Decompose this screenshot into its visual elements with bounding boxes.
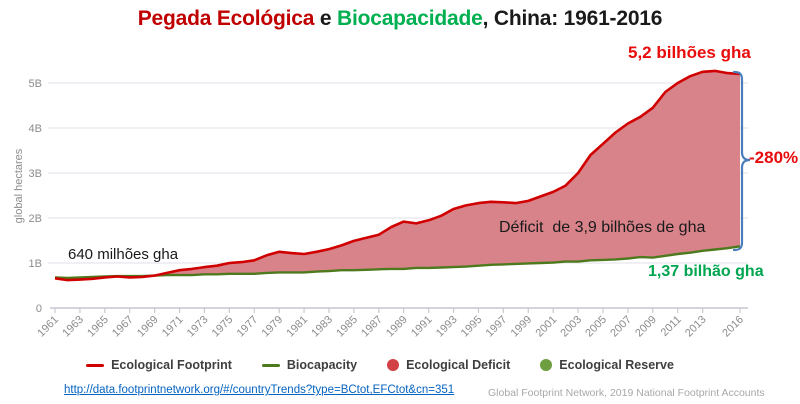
source-data-link[interactable]: http://data.footprintnetwork.org/#/count… <box>64 384 455 396</box>
svg-text:4B: 4B <box>29 123 42 135</box>
svg-text:2013: 2013 <box>683 314 709 340</box>
ecological-footprint-marker-icon <box>86 363 105 367</box>
legend-label: Ecological Deficit <box>406 358 511 372</box>
svg-text:5B: 5B <box>29 78 42 90</box>
svg-text:1977: 1977 <box>235 314 261 340</box>
legend-item-ecological-deficit: Ecological Deficit <box>387 358 510 372</box>
annotation-footprint-end: 5,2 bilhões gha <box>628 43 751 62</box>
svg-text:1987: 1987 <box>359 314 385 340</box>
page-title: Pegada Ecológica e Biocapacidade, China:… <box>0 7 800 31</box>
deficit-brace <box>732 70 751 252</box>
svg-text:1993: 1993 <box>434 314 460 340</box>
ecological-deficit-marker-icon <box>387 359 400 371</box>
svg-text:2001: 2001 <box>534 314 560 340</box>
svg-text:1991: 1991 <box>409 314 435 340</box>
annotation-start-value: 640 milhões gha <box>68 246 179 263</box>
svg-text:1995: 1995 <box>459 314 485 340</box>
svg-text:1963: 1963 <box>60 314 86 340</box>
ecological-reserve-marker-icon <box>540 359 553 371</box>
legend-item-ecological-reserve: Ecological Reserve <box>540 358 674 372</box>
svg-text:1961: 1961 <box>35 314 61 340</box>
annotation-deficit: Déficit de 3,9 bilhões de gha <box>499 219 706 236</box>
svg-text:1969: 1969 <box>135 314 161 340</box>
legend-item-biocapacity: Biocapacity <box>261 358 358 372</box>
svg-text:2016: 2016 <box>720 314 746 340</box>
svg-text:1975: 1975 <box>210 314 236 340</box>
svg-text:0: 0 <box>36 303 42 315</box>
svg-text:2011: 2011 <box>659 314 684 339</box>
svg-text:1997: 1997 <box>484 314 510 340</box>
title-footprint-part: Pegada Ecológica <box>137 7 315 30</box>
legend-label: Ecological Reserve <box>559 358 674 372</box>
title-country-range: , China: 1961-2016 <box>482 7 663 30</box>
svg-text:1999: 1999 <box>509 314 535 340</box>
svg-text:1971: 1971 <box>160 314 186 340</box>
source-attribution: Global Footprint Network, 2019 National … <box>488 387 765 399</box>
svg-text:1973: 1973 <box>185 314 211 340</box>
svg-text:3B: 3B <box>29 168 42 180</box>
annotation-biocapacity-end: 1,37 bilhão gha <box>648 263 764 280</box>
svg-text:1983: 1983 <box>309 314 335 340</box>
svg-text:2003: 2003 <box>558 314 584 340</box>
svg-text:1981: 1981 <box>284 314 310 340</box>
svg-text:2007: 2007 <box>608 314 634 340</box>
svg-text:1B: 1B <box>29 258 42 270</box>
legend-label: Biocapacity <box>286 358 358 372</box>
svg-text:2009: 2009 <box>633 314 659 340</box>
title-connector: e <box>314 7 337 30</box>
svg-text:1979: 1979 <box>260 314 286 340</box>
svg-text:2B: 2B <box>29 213 42 225</box>
annotation-deficit-percent: -280% <box>749 148 799 167</box>
svg-text:1965: 1965 <box>85 314 111 340</box>
legend-item-ecological-footprint: Ecological Footprint <box>86 358 232 372</box>
svg-text:1989: 1989 <box>384 314 410 340</box>
biocapacity-marker-icon <box>261 363 280 367</box>
legend-label: Ecological Footprint <box>111 358 232 372</box>
svg-text:1967: 1967 <box>110 314 136 340</box>
title-biocapacity-part: Biocapacidade <box>336 7 483 30</box>
svg-text:2005: 2005 <box>583 314 609 340</box>
svg-text:1985: 1985 <box>334 314 360 340</box>
chart-legend: Ecological Footprint Biocapacity Ecologica… <box>0 358 760 372</box>
